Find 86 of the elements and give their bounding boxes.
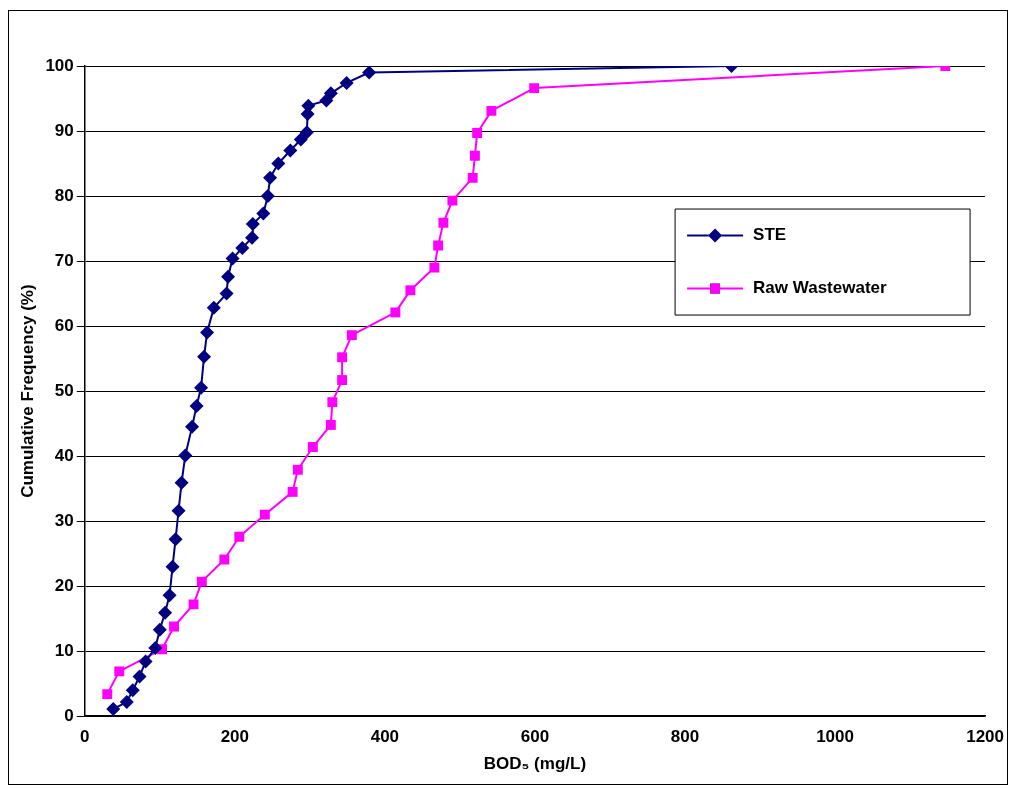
point (168, 532, 183, 547)
point (225, 251, 240, 266)
point (174, 475, 189, 490)
point (292, 464, 303, 475)
point (390, 307, 401, 318)
point (447, 195, 458, 206)
point (206, 300, 221, 315)
x-tick-label: 400 (370, 727, 400, 747)
point (469, 150, 480, 161)
x-tick-label: 800 (670, 727, 700, 747)
y-tick-label: 10 (54, 640, 74, 660)
point (337, 352, 348, 363)
legend-label: Raw Wastewater (753, 278, 887, 298)
point (438, 217, 449, 228)
point (194, 380, 209, 395)
point (283, 143, 298, 158)
point (472, 128, 483, 138)
point (405, 285, 416, 296)
y-tick-label: 70 (54, 250, 74, 270)
point (171, 503, 186, 518)
y-tick-label: 20 (54, 575, 74, 595)
point (287, 486, 298, 497)
y-tick-label: 40 (54, 445, 74, 465)
point (152, 622, 167, 637)
point (362, 66, 377, 80)
point (260, 189, 275, 204)
point (158, 605, 173, 620)
y-tick-label: 60 (54, 315, 74, 335)
point (429, 262, 440, 273)
x-axis-title: BOD₅ (mg/L) (483, 754, 587, 774)
point (529, 83, 540, 94)
point (301, 98, 316, 113)
point (256, 206, 271, 221)
point (189, 399, 204, 414)
point (219, 554, 230, 565)
point (467, 172, 478, 183)
point (132, 669, 147, 684)
point (162, 588, 177, 603)
point (323, 86, 338, 101)
point (102, 689, 113, 700)
point (114, 666, 125, 677)
point (234, 531, 245, 542)
point (325, 419, 336, 430)
point (119, 694, 134, 709)
point (327, 397, 338, 408)
point (165, 559, 180, 574)
point (200, 325, 215, 340)
y-tick-label: 0 (64, 705, 74, 725)
x-tick-label: 1200 (966, 727, 1004, 747)
point (106, 702, 121, 717)
point (346, 330, 357, 341)
point (245, 230, 260, 245)
point (125, 683, 140, 698)
point (235, 241, 250, 256)
point (196, 576, 207, 587)
point (185, 419, 200, 434)
point (307, 442, 318, 452)
point (169, 621, 179, 632)
x-tick-label: 600 (520, 727, 550, 747)
y-tick-label: 30 (54, 510, 74, 530)
point (148, 640, 163, 655)
point (197, 349, 212, 364)
point (221, 269, 236, 284)
y-tick-label: 90 (54, 120, 74, 140)
point (339, 75, 354, 90)
point (271, 156, 286, 171)
y-axis-title: Cumulative Frequency (%) (17, 284, 37, 498)
point (138, 654, 153, 669)
point (433, 240, 444, 251)
point (263, 170, 278, 185)
y-tick-label: 100 (45, 55, 74, 75)
x-tick-label: 0 (80, 727, 90, 747)
y-tick-label: 50 (54, 380, 74, 400)
point (299, 125, 314, 140)
legend-label: STE (753, 225, 787, 245)
point (293, 132, 308, 147)
point (188, 599, 199, 610)
point (219, 286, 234, 301)
x-tick-label: 200 (220, 727, 250, 747)
point (486, 105, 497, 116)
point (337, 375, 348, 385)
x-tick-label: 1000 (816, 727, 854, 747)
y-tick-label: 80 (54, 185, 74, 205)
point (259, 509, 270, 520)
point (245, 217, 260, 231)
point (178, 448, 193, 463)
